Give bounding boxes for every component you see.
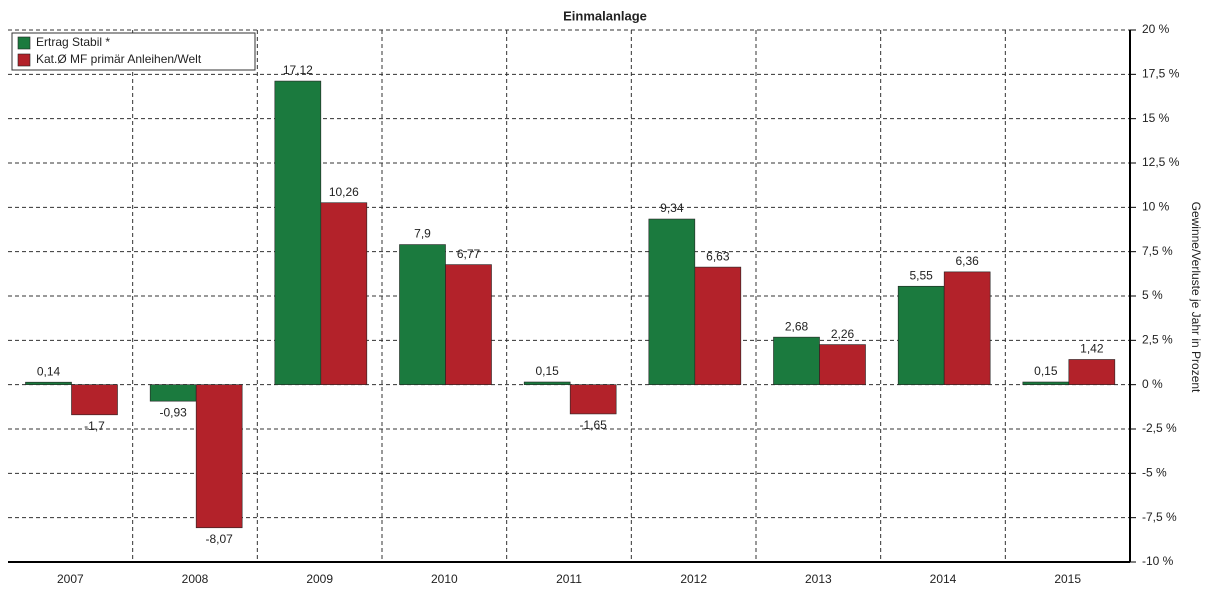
bar — [399, 244, 446, 385]
y-tick-label: 7,5 % — [1142, 244, 1173, 258]
legend-label: Kat.Ø MF primär Anleihen/Welt — [36, 52, 202, 66]
legend-label: Ertrag Stabil * — [36, 35, 110, 49]
x-tick-label: 2014 — [930, 572, 957, 586]
chart-title: Einmalanlage — [563, 8, 647, 23]
y-tick-label: 2,5 % — [1142, 333, 1173, 347]
x-tick-label: 2015 — [1054, 572, 1081, 586]
value-label: 10,26 — [329, 185, 359, 199]
bar — [819, 344, 866, 385]
bar — [1068, 359, 1116, 385]
y-tick-label: 15 % — [1142, 111, 1170, 125]
value-label: -8,07 — [205, 532, 233, 546]
value-label: 6,63 — [706, 249, 730, 263]
value-label: 6,77 — [457, 247, 481, 261]
value-label: 1,42 — [1080, 342, 1104, 356]
y-tick-label: -5 % — [1142, 466, 1167, 480]
value-label: 0,14 — [37, 364, 61, 378]
bar — [149, 384, 197, 402]
value-label: 0,15 — [1034, 364, 1058, 378]
value-label: 0,15 — [535, 364, 559, 378]
value-label: 2,26 — [831, 327, 855, 341]
y-tick-label: 5 % — [1142, 288, 1163, 302]
value-label: -1,65 — [579, 418, 607, 432]
x-tick-label: 2010 — [431, 572, 458, 586]
y-tick-label: 20 % — [1142, 22, 1170, 36]
y-axis-label: Gewinne/Verluste je Jahr in Prozent — [1189, 202, 1203, 393]
value-label: 6,36 — [955, 254, 979, 268]
bar — [648, 218, 696, 385]
value-label: 7,9 — [414, 227, 431, 241]
bar — [773, 336, 820, 385]
x-tick-label: 2009 — [306, 572, 333, 586]
value-label: -0,93 — [159, 405, 187, 419]
y-tick-label: 12,5 % — [1142, 155, 1180, 169]
y-tick-label: 10 % — [1142, 200, 1170, 214]
bar — [25, 381, 72, 385]
x-tick-label: 2013 — [805, 572, 832, 586]
bar — [523, 381, 571, 385]
value-label: 2,68 — [785, 319, 809, 333]
bar — [694, 266, 742, 385]
bar — [1022, 381, 1070, 385]
legend-swatch — [17, 53, 31, 67]
x-tick-label: 2008 — [182, 572, 209, 586]
y-tick-label: 17,5 % — [1142, 67, 1180, 81]
legend-box — [11, 32, 256, 71]
value-label: 17,12 — [283, 63, 313, 77]
bar — [445, 264, 492, 385]
y-tick-label: 0 % — [1142, 377, 1163, 391]
y-tick-label: -10 % — [1142, 554, 1174, 568]
x-tick-label: 2011 — [556, 572, 582, 586]
legend-swatch — [17, 36, 31, 50]
bar — [71, 384, 118, 416]
y-tick-label: -7,5 % — [1142, 510, 1177, 524]
value-label: 5,55 — [909, 268, 933, 282]
bar — [569, 384, 617, 415]
value-label: -1,7 — [84, 419, 105, 433]
bar — [274, 80, 322, 385]
bar — [195, 384, 243, 529]
bar — [897, 285, 945, 385]
bar — [943, 271, 991, 385]
x-tick-label: 2012 — [680, 572, 707, 586]
x-tick-label: 2007 — [57, 572, 84, 586]
y-tick-label: -2,5 % — [1142, 421, 1177, 435]
value-label: 9,34 — [660, 201, 684, 215]
bar — [320, 202, 368, 385]
